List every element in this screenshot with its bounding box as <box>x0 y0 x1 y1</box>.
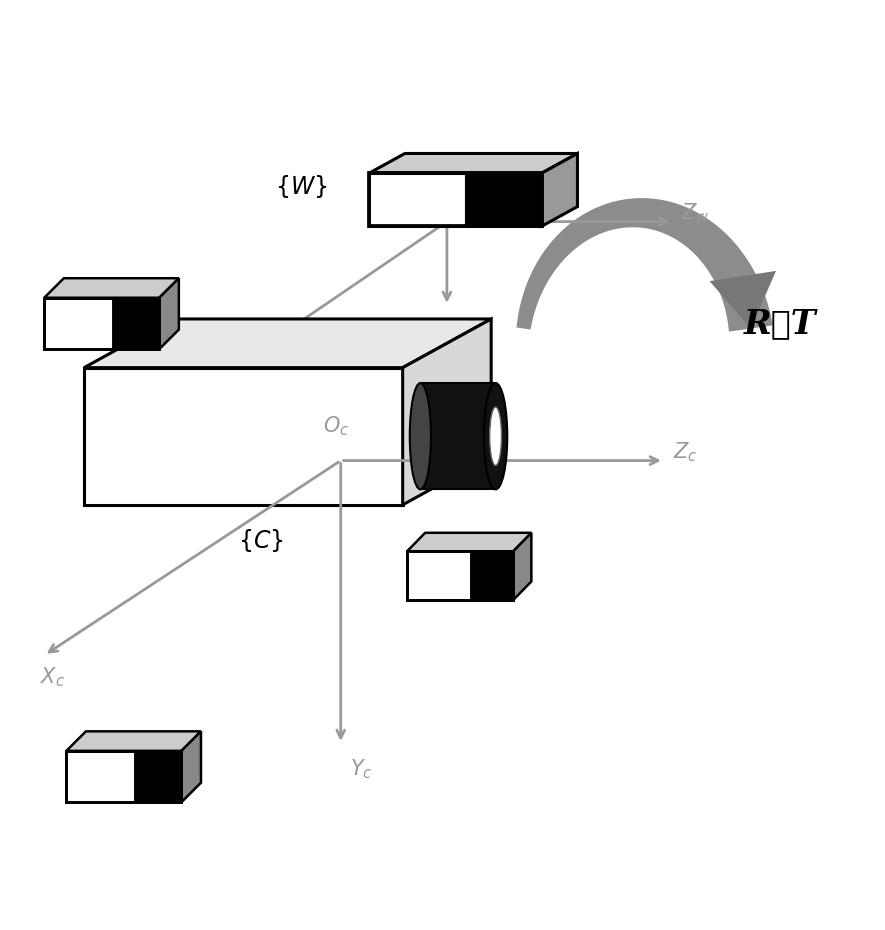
Polygon shape <box>513 533 531 600</box>
Bar <box>420 383 496 489</box>
Polygon shape <box>84 319 491 367</box>
Polygon shape <box>370 153 578 173</box>
Text: $O_c$: $O_c$ <box>323 415 350 438</box>
Polygon shape <box>542 153 578 226</box>
Polygon shape <box>44 298 113 349</box>
Polygon shape <box>710 271 776 328</box>
Polygon shape <box>66 731 201 751</box>
Text: $Y_c$: $Y_c$ <box>350 757 373 780</box>
Polygon shape <box>407 551 471 600</box>
Polygon shape <box>471 551 513 600</box>
Polygon shape <box>370 173 466 226</box>
Text: $\{C\}$: $\{C\}$ <box>238 527 284 554</box>
Text: $\{W\}$: $\{W\}$ <box>274 173 327 200</box>
Polygon shape <box>407 533 531 551</box>
Polygon shape <box>84 367 403 505</box>
Polygon shape <box>181 731 201 803</box>
Polygon shape <box>159 278 179 349</box>
Text: $Y_w$: $Y_w$ <box>456 319 482 342</box>
Text: R、T: R、T <box>743 307 816 339</box>
Polygon shape <box>403 319 491 505</box>
Text: $Z_w$: $Z_w$ <box>681 201 710 224</box>
Ellipse shape <box>489 407 502 465</box>
Polygon shape <box>135 751 181 803</box>
Polygon shape <box>517 198 773 332</box>
Text: $Z_c$: $Z_c$ <box>673 440 697 463</box>
Text: $X_c$: $X_c$ <box>40 666 65 689</box>
Polygon shape <box>66 751 135 803</box>
Polygon shape <box>113 298 159 349</box>
Polygon shape <box>44 278 179 298</box>
Polygon shape <box>466 173 542 226</box>
Text: $O_w$: $O_w$ <box>451 155 481 179</box>
Text: $X_w$: $X_w$ <box>212 364 242 387</box>
Ellipse shape <box>484 383 507 489</box>
Ellipse shape <box>410 383 431 489</box>
